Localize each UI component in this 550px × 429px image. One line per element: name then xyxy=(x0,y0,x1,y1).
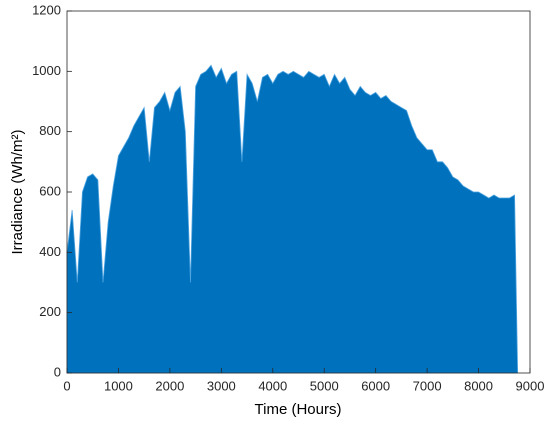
x-tick-label: 2000 xyxy=(155,378,184,393)
y-tick-label: 800 xyxy=(39,123,61,138)
x-tick-label: 3000 xyxy=(207,378,236,393)
y-tick-label: 400 xyxy=(39,244,61,259)
x-tick-label: 9000 xyxy=(516,378,545,393)
x-axis-label: Time (Hours) xyxy=(255,401,342,418)
x-tick-label: 4000 xyxy=(258,378,287,393)
x-tick-label: 6000 xyxy=(361,378,390,393)
y-tick-label: 200 xyxy=(39,304,61,319)
y-tick-label: 1000 xyxy=(32,63,61,78)
x-tick-label: 8000 xyxy=(464,378,493,393)
x-tick-label: 5000 xyxy=(310,378,339,393)
area xyxy=(66,64,519,374)
x-tick-label: 1000 xyxy=(104,378,133,393)
y-tick-label: 0 xyxy=(54,364,61,379)
y-tick-label: 1200 xyxy=(32,2,61,17)
x-tick-label: 0 xyxy=(63,378,70,393)
y-axis-label: Irradiance (Wh/m²) xyxy=(9,129,26,254)
x-tick-label: 7000 xyxy=(413,378,442,393)
y-tick-label: 600 xyxy=(39,183,61,198)
